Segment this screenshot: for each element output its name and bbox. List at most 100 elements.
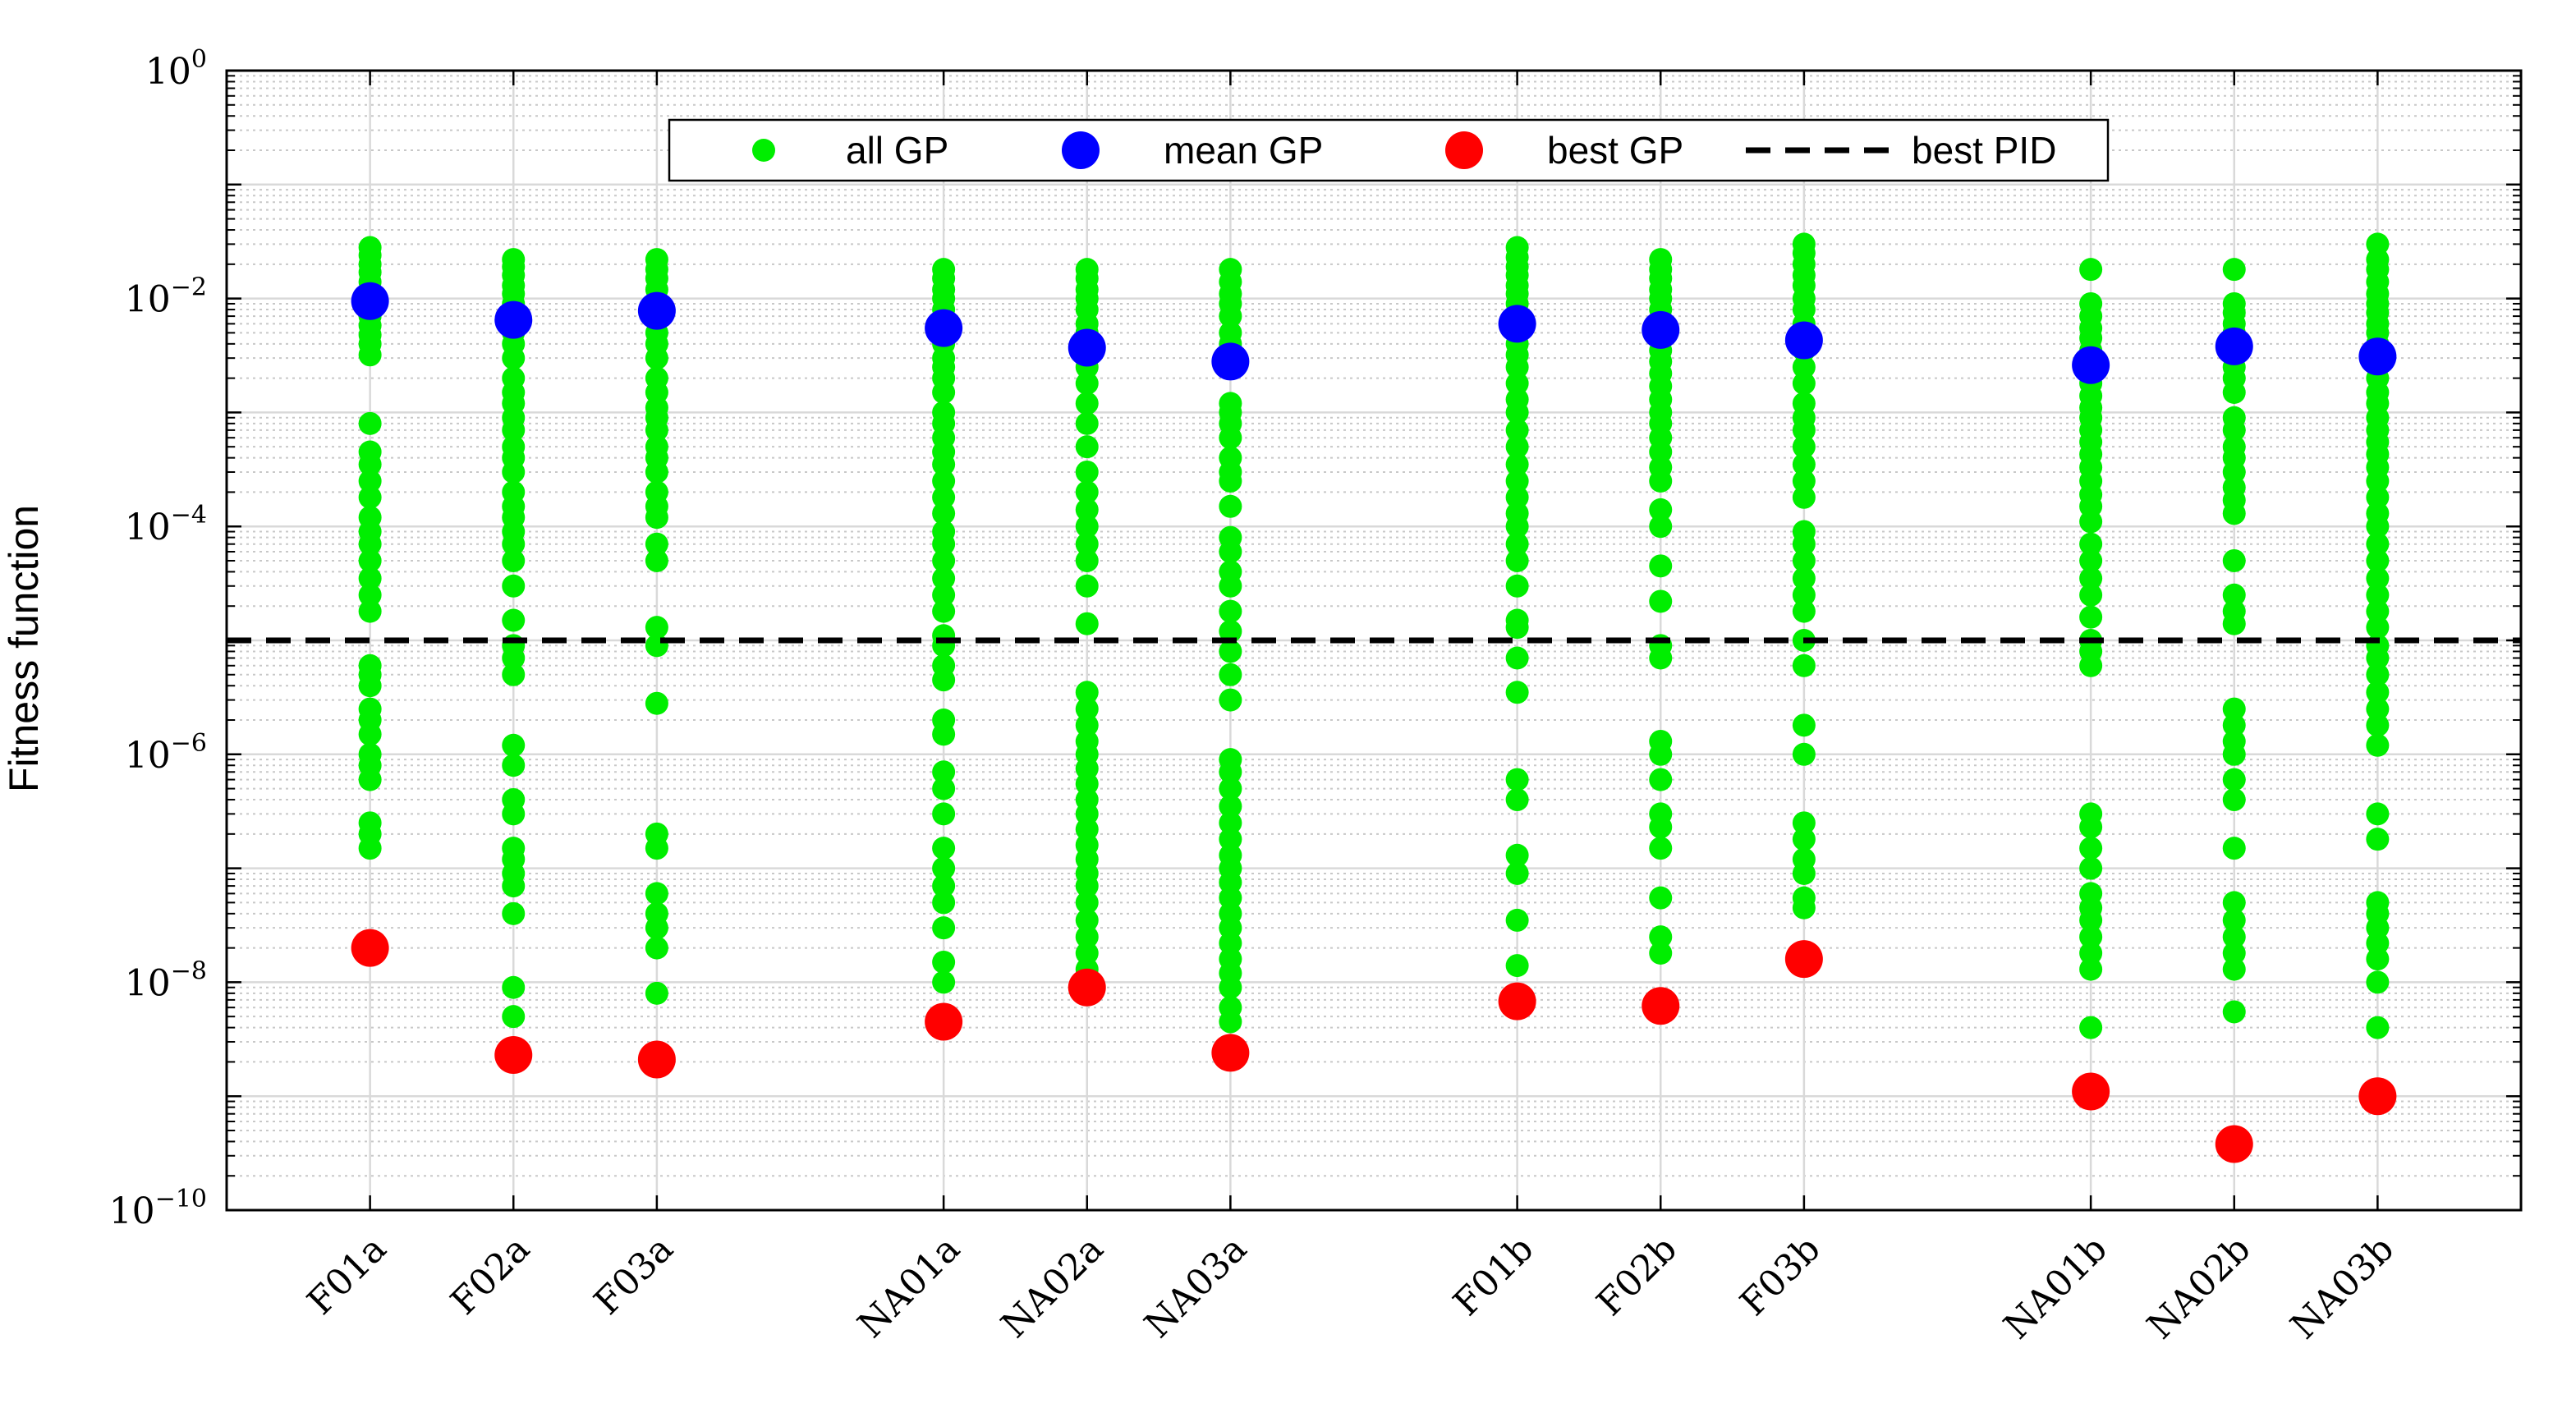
all-gp-point <box>1505 452 1529 476</box>
mean-gp-point <box>2358 337 2397 376</box>
all-gp-point <box>1505 681 1529 704</box>
all-gp-point <box>1505 908 1529 932</box>
all-gp-point <box>2366 931 2390 955</box>
all-gp-point <box>502 874 526 898</box>
all-gp-point <box>645 418 668 442</box>
all-gp-point <box>1792 469 1816 493</box>
mean-gp-point <box>2215 327 2253 365</box>
all-gp-point <box>2222 548 2246 572</box>
all-gp-point <box>1649 815 1673 839</box>
mean-gp-point <box>1642 310 1680 349</box>
all-gp-point <box>1792 861 1816 885</box>
all-gp-point <box>1649 646 1673 670</box>
all-gp-point <box>1505 954 1529 978</box>
all-gp-point <box>2222 788 2246 812</box>
best-gp-point <box>1642 987 1680 1025</box>
all-gp-point <box>1075 612 1099 635</box>
legend-marker <box>752 139 775 162</box>
all-gp-point <box>2079 532 2103 556</box>
all-gp-point <box>2222 908 2246 932</box>
best-gp-point <box>2215 1125 2253 1163</box>
all-gp-point <box>358 485 382 509</box>
all-gp-point <box>1219 886 1242 910</box>
all-gp-point <box>1505 861 1529 885</box>
all-gp-point <box>1219 1010 1242 1034</box>
all-gp-point <box>2222 418 2246 442</box>
all-gp-point <box>1075 392 1099 415</box>
all-gp-point <box>2222 583 2246 607</box>
all-gp-point <box>1075 908 1099 932</box>
all-gp-point <box>358 583 382 607</box>
all-gp-point <box>2079 548 2103 572</box>
all-gp-point <box>1075 772 1099 796</box>
all-gp-point <box>932 891 956 915</box>
all-gp-point <box>1792 713 1816 737</box>
all-gp-point <box>932 916 956 940</box>
all-gp-point <box>645 916 668 940</box>
y-tick-label: 10−2 <box>125 273 207 321</box>
all-gp-point <box>2079 815 2103 839</box>
all-gp-point <box>1075 874 1099 898</box>
all-gp-point <box>2222 612 2246 635</box>
legend: all GP mean GP best GP best PID <box>668 118 2110 182</box>
all-gp-point <box>1649 515 1673 539</box>
all-gp-point <box>2366 599 2390 623</box>
all-gp-point <box>1075 371 1099 395</box>
all-gp-point <box>2079 856 2103 880</box>
all-gp-point <box>502 1005 526 1029</box>
all-gp-point <box>2366 548 2390 572</box>
all-gp-point <box>1219 795 1242 819</box>
all-gp-point <box>2366 646 2390 670</box>
all-gp-point <box>1075 891 1099 915</box>
all-gp-point <box>358 674 382 698</box>
all-gp-point <box>932 970 956 994</box>
mean-gp-point <box>637 291 676 330</box>
legend-marker <box>1062 131 1100 169</box>
all-gp-point <box>502 346 526 370</box>
all-gp-point <box>1219 811 1242 835</box>
all-gp-point <box>358 722 382 746</box>
all-gp-point <box>2366 697 2390 721</box>
all-gp-point <box>1075 435 1099 459</box>
all-gp-point <box>2079 583 2103 607</box>
all-gp-point <box>645 981 668 1005</box>
all-gp-point <box>358 343 382 367</box>
legend-label: mean GP <box>1164 129 1323 172</box>
all-gp-point <box>358 566 382 590</box>
all-gp-point <box>645 548 668 572</box>
all-gp-point <box>1219 574 1242 598</box>
all-gp-point <box>1649 925 1673 949</box>
all-gp-point <box>502 754 526 777</box>
all-gp-point <box>1649 837 1673 860</box>
all-gp-point <box>1792 355 1816 379</box>
all-gp-point <box>1505 418 1529 442</box>
all-gp-point <box>645 882 668 906</box>
all-gp-point <box>2366 947 2390 971</box>
all-gp-point <box>1792 811 1816 835</box>
all-gp-point <box>2079 258 2103 282</box>
all-gp-point <box>1505 788 1529 812</box>
all-gp-point <box>932 452 956 476</box>
all-gp-point <box>1649 554 1673 578</box>
all-gp-point <box>1792 418 1816 442</box>
all-gp-point <box>645 691 668 715</box>
all-gp-point <box>1219 494 1242 518</box>
best-gp-point <box>494 1035 533 1074</box>
all-gp-point <box>1075 515 1099 539</box>
all-gp-point <box>2366 1016 2390 1039</box>
all-gp-point <box>2079 1016 2103 1039</box>
all-gp-point <box>645 936 668 960</box>
all-gp-point <box>932 532 956 556</box>
all-gp-point <box>1792 371 1816 395</box>
y-tick-label: 10−4 <box>125 501 207 548</box>
all-gp-point <box>1219 931 1242 955</box>
all-gp-point <box>1075 925 1099 949</box>
all-gp-point <box>932 668 956 692</box>
all-gp-point <box>1219 828 1242 851</box>
all-gp-point <box>502 532 526 556</box>
all-gp-point <box>2222 925 2246 949</box>
all-gp-point <box>932 802 956 826</box>
all-gp-point <box>1075 697 1099 721</box>
all-gp-point <box>2222 380 2246 404</box>
all-gp-point <box>358 532 382 556</box>
